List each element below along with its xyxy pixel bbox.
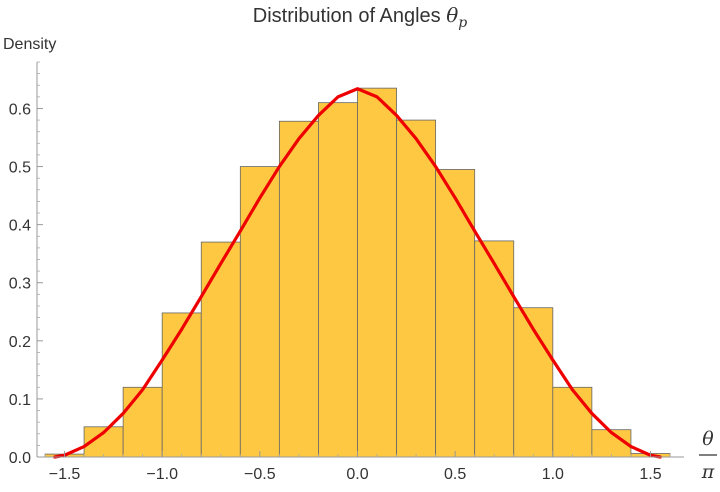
histogram-bar-9 xyxy=(357,87,397,458)
histogram-bar-10 xyxy=(396,119,437,458)
title-subscript: p xyxy=(458,15,467,31)
y-tick-label-7: 0.6 xyxy=(9,101,31,118)
histogram-bar-5 xyxy=(200,241,241,458)
curve-layer xyxy=(53,87,662,459)
histogram-bar-14 xyxy=(552,386,593,458)
x-axis-label-denominator: π xyxy=(701,461,715,483)
x-tick-label-6: 1.0 xyxy=(542,466,564,483)
y-tick-label-5: 0.4 xyxy=(9,218,31,235)
chart-title: Distribution of Angles θp xyxy=(253,3,467,31)
y-axis-label: Density xyxy=(3,36,56,53)
histogram-bar-3 xyxy=(122,386,163,458)
x-tick-label-4: 0.0 xyxy=(346,466,368,483)
histogram-bar-12 xyxy=(474,240,515,458)
title-symbol: θ xyxy=(446,3,458,27)
axes-layer: −1.5 −1.0 −0.5 0.0 0.5 1.0 1.5 0.0 0.1 0.2 0.3 0.4 0… xyxy=(9,61,684,483)
histogram-bar-6 xyxy=(239,166,280,458)
x-axis-label-numerator: θ xyxy=(702,428,714,450)
y-tick-label-2: 0.1 xyxy=(9,392,31,409)
x-tick-label-2: −1.0 xyxy=(146,466,178,483)
y-tick-label-4: 0.3 xyxy=(9,276,31,293)
x-tick-label-7: 1.5 xyxy=(639,466,661,483)
histogram-bar-7 xyxy=(278,120,319,458)
histogram-bar-11 xyxy=(435,169,476,458)
x-tick-label-1: −1.5 xyxy=(49,466,81,483)
x-tick-label-3: −0.5 xyxy=(244,466,276,483)
density-curve xyxy=(53,87,662,459)
histogram-bar-4 xyxy=(161,312,202,458)
y-tick-label-3: 0.2 xyxy=(9,334,31,351)
x-tick-label-5: 0.5 xyxy=(444,466,466,483)
y-tick-label-6: 0.5 xyxy=(9,160,31,177)
y-tick-label-1: 0.0 xyxy=(9,450,31,467)
bars-layer xyxy=(44,87,671,458)
histogram-bar-8 xyxy=(318,102,358,458)
